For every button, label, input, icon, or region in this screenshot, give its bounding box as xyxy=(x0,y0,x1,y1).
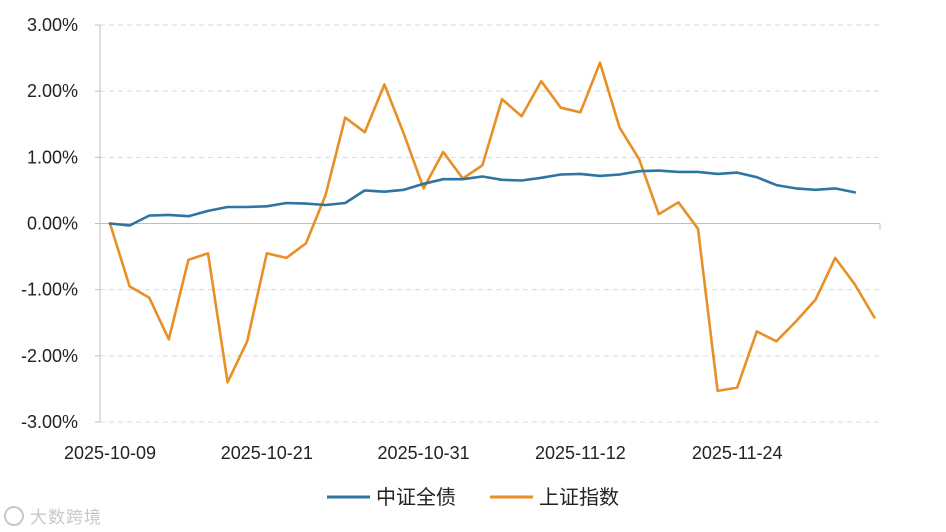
y-tick-label: -3.00% xyxy=(21,412,78,432)
x-tick-label: 2025-11-24 xyxy=(692,443,783,463)
x-tick-label: 2025-10-09 xyxy=(64,443,156,463)
series-line-shangzheng xyxy=(108,61,876,393)
y-tick-label: -1.00% xyxy=(21,280,78,300)
x-tick-label: 2025-10-21 xyxy=(221,443,313,463)
y-tick-label: 2.00% xyxy=(27,81,78,101)
y-tick-label: 0.00% xyxy=(27,214,78,234)
legend-label-shangzheng: 上证指数 xyxy=(539,485,619,509)
legend: 中证全债 上证指数 xyxy=(327,485,619,509)
axes xyxy=(99,25,881,422)
y-tick-label: -2.00% xyxy=(21,346,78,366)
y-tick-label: 3.00% xyxy=(27,15,78,35)
legend-label-zhongzheng: 中证全债 xyxy=(376,485,456,509)
x-tick-label: 2025-11-12 xyxy=(535,443,626,463)
series-line-zhongzheng xyxy=(108,169,857,227)
watermark-logo-icon xyxy=(4,506,24,526)
y-tick-label: 1.00% xyxy=(27,147,78,167)
grid-lines xyxy=(100,24,880,423)
y-axis-ticks: 3.00% 2.00% 1.00% 0.00% -1.00% -2.00% -3.00% xyxy=(21,15,100,432)
x-axis-ticks: 2025-10-09 2025-10-21 2025-10-31 2025-11-12… xyxy=(64,443,783,463)
x-tick-label: 2025-10-31 xyxy=(378,443,470,463)
series-lines xyxy=(108,61,876,393)
watermark-text: 大数跨境 xyxy=(30,508,102,528)
watermark: 大数跨境 xyxy=(4,503,102,528)
